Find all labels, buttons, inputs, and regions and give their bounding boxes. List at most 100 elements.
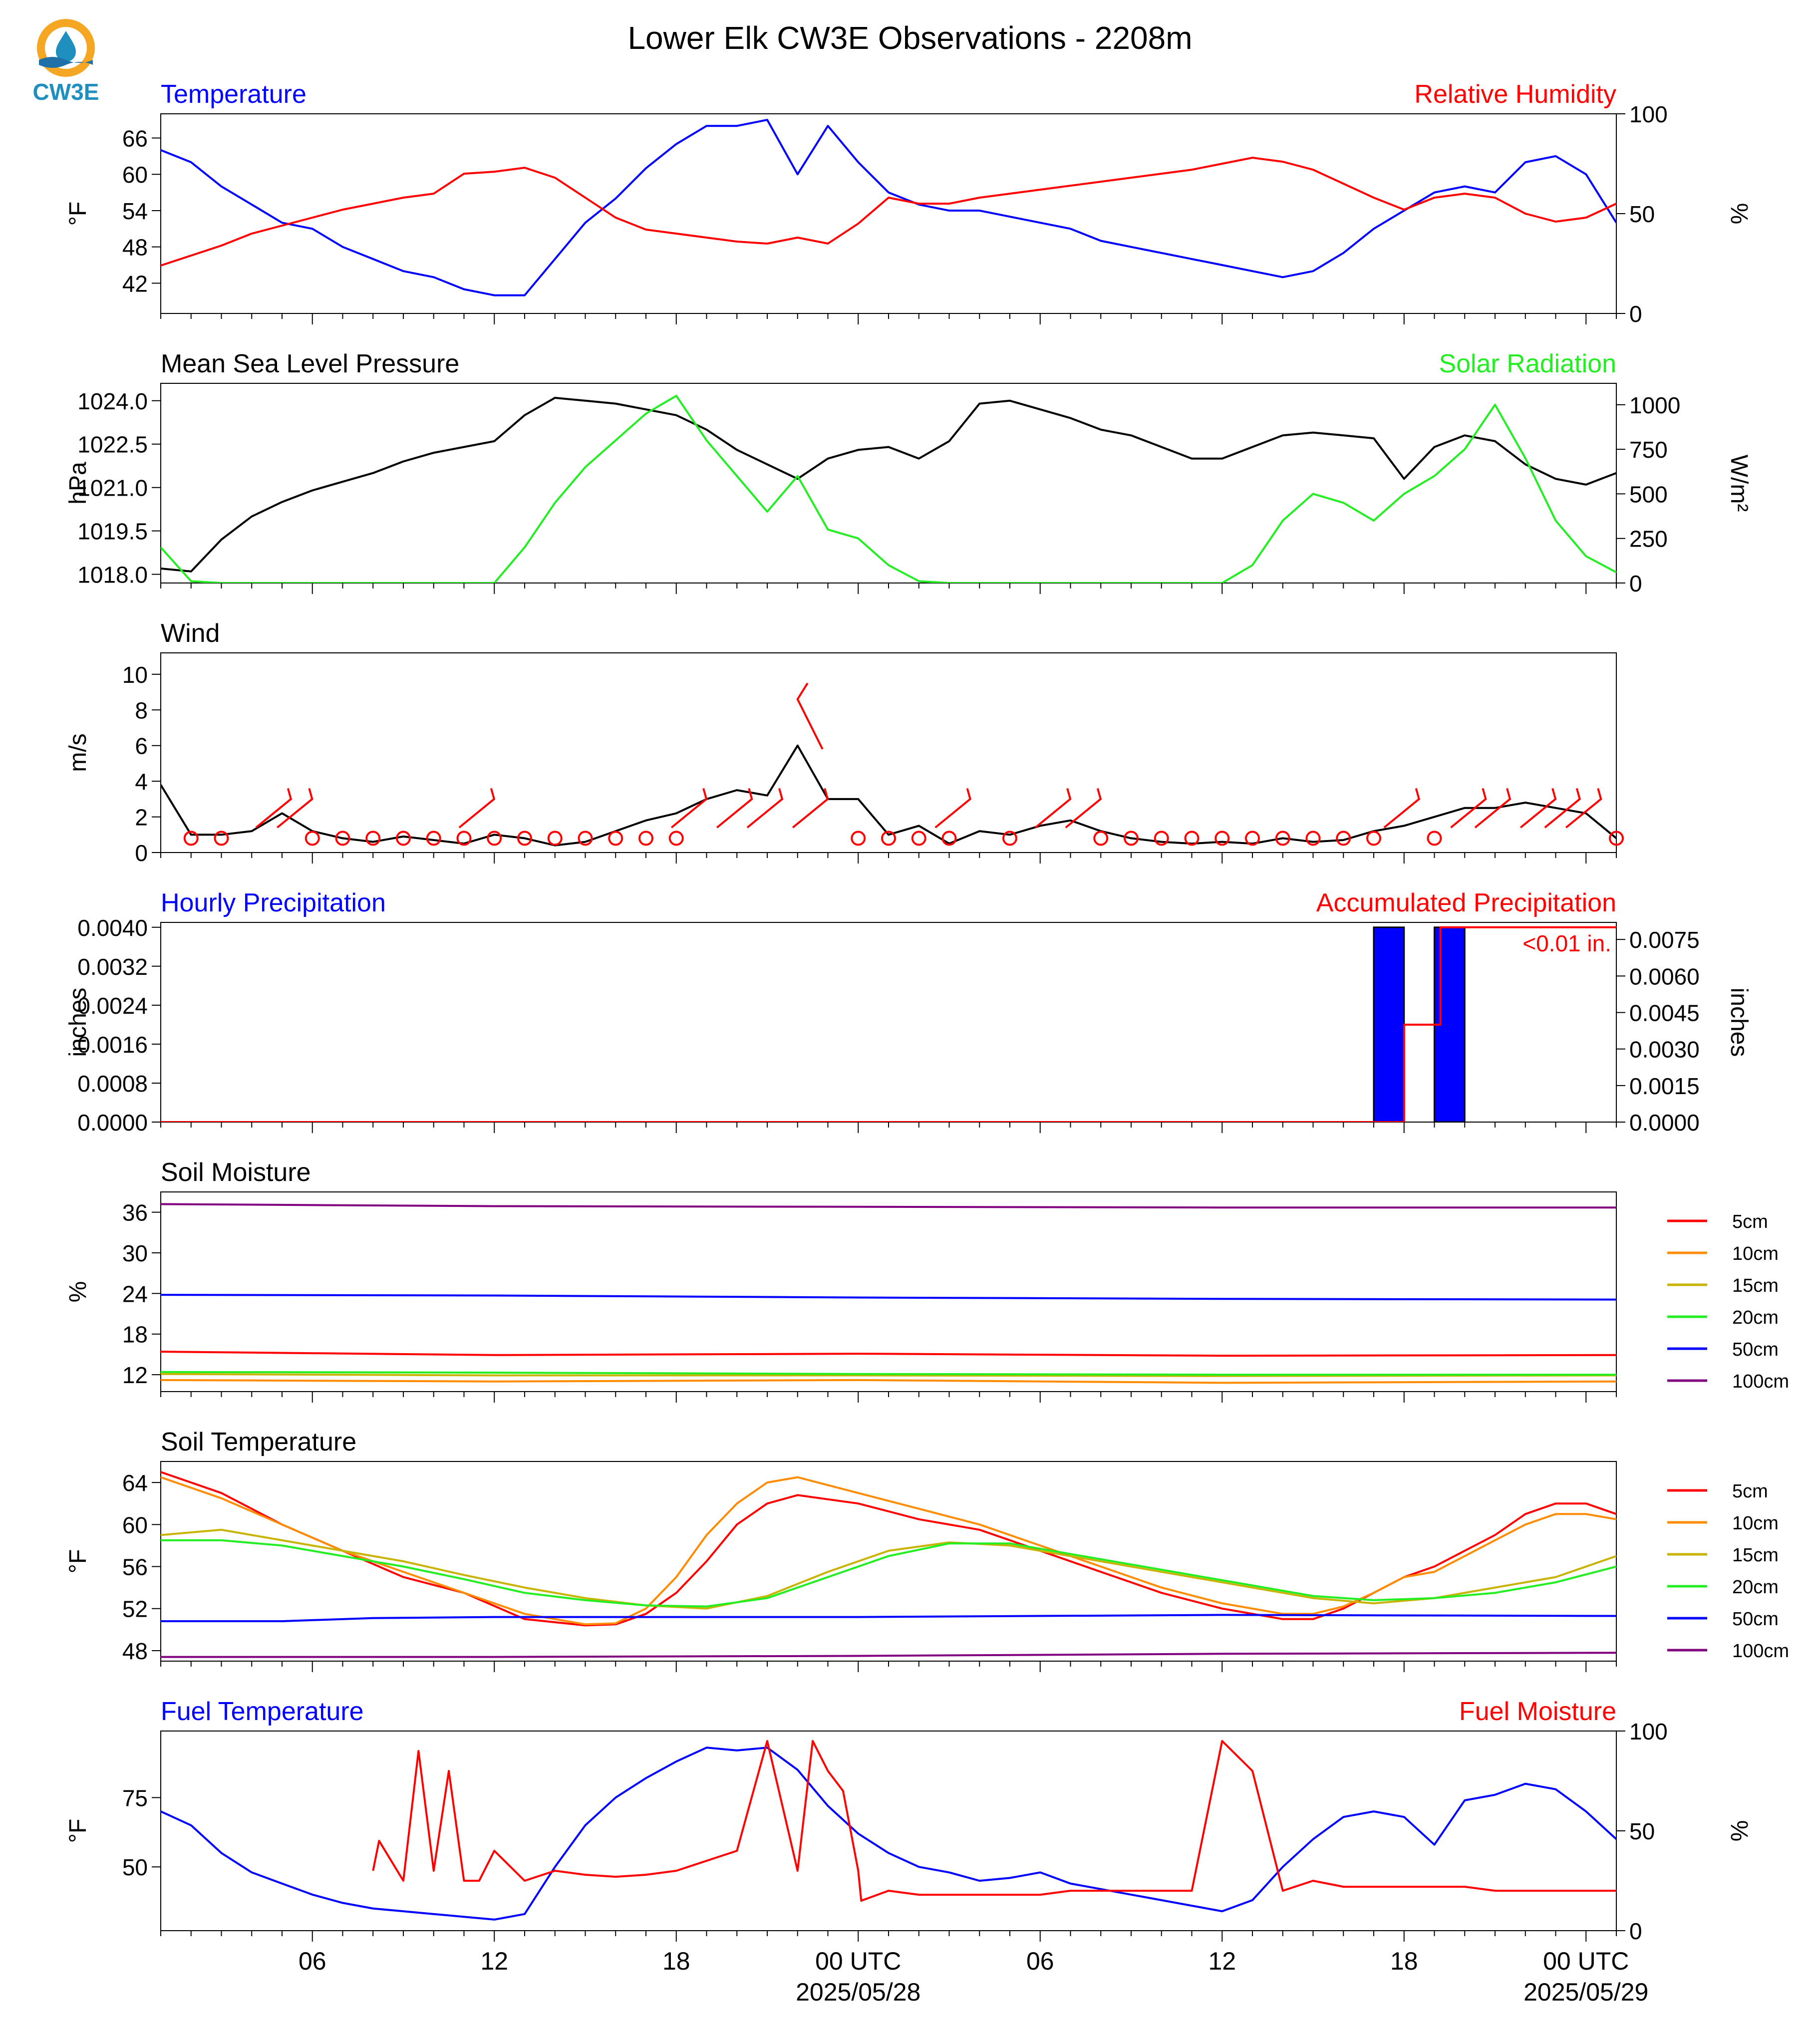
wind-barb	[746, 788, 784, 829]
x-tick-label: 06	[1026, 1947, 1054, 1975]
y-tick-label: 42	[122, 271, 148, 296]
y-tick-label: 60	[122, 1512, 148, 1538]
wind-barb	[1565, 788, 1602, 829]
calm-wind-circle	[396, 831, 411, 846]
y-tick-label: 52	[122, 1596, 148, 1622]
y-axis-label: °F	[65, 1549, 91, 1574]
wind-barb	[1383, 788, 1421, 829]
calm-wind-circle	[1336, 831, 1351, 846]
series-line-solar-radiation	[161, 395, 1616, 583]
y-tick-label: 64	[122, 1470, 148, 1496]
series-line-15cm	[161, 1528, 1616, 1610]
series-line-10cm	[161, 1379, 1616, 1384]
series-line-100cm	[161, 1652, 1616, 1658]
y-tick-label: 1024.0	[77, 388, 148, 414]
plot-frame	[160, 1461, 1617, 1662]
legend-label: 15cm	[1732, 1545, 1779, 1566]
panel-2: Mean Sea Level Pressure Solar Radiation hP…	[65, 349, 1752, 596]
series-line-accumulated-precipitation	[161, 926, 1616, 1122]
wind-barb	[1544, 788, 1581, 829]
y2-tick-label: 0.0075	[1629, 927, 1700, 953]
legend-label: 50cm	[1732, 1609, 1779, 1630]
series-line-50cm	[161, 1614, 1616, 1622]
y2-axis-label: inches	[1726, 988, 1752, 1057]
y-tick-label: 18	[122, 1322, 148, 1348]
panel-right-title: Fuel Moisture	[1459, 1697, 1616, 1726]
plot-frame	[160, 1191, 1617, 1392]
calm-wind-circle	[881, 831, 896, 846]
figure-title: Lower Elk CW3E Observations - 2208m	[627, 20, 1192, 56]
plot-frame	[160, 652, 1617, 853]
calm-wind-circle	[851, 831, 866, 846]
legend-label: 20cm	[1732, 1577, 1779, 1598]
calm-wind-circle	[1609, 831, 1624, 846]
calm-wind-circle	[1214, 831, 1230, 846]
series-line-fuel-moisture	[372, 1740, 1616, 1902]
series-group	[161, 1203, 1616, 1384]
series-line-100cm	[161, 1203, 1616, 1209]
logo-water-drop-icon	[56, 31, 76, 62]
y-tick-label: 1022.5	[77, 432, 148, 458]
series-group	[161, 1740, 1616, 1921]
y-tick-label: 0.0008	[77, 1071, 148, 1097]
y-tick-label: 30	[122, 1240, 148, 1266]
calm-wind-circle	[547, 831, 563, 846]
plot-frame	[160, 383, 1617, 583]
wind-barb	[716, 788, 753, 829]
y2-tick-label: 0.0015	[1629, 1073, 1700, 1099]
x-tick-label: 12	[480, 1947, 508, 1975]
panel-left-title: Fuel Temperature	[161, 1697, 364, 1726]
y-tick-label: 48	[122, 235, 148, 261]
legend-label: 10cm	[1732, 1513, 1779, 1534]
y-tick-label: 1021.0	[77, 475, 148, 501]
y2-axis-label: %	[1726, 1820, 1752, 1842]
y2-tick-label: 250	[1629, 526, 1668, 552]
calm-wind-circle	[365, 831, 381, 846]
y-axis-label: %	[65, 1281, 91, 1303]
wind-barb	[1034, 788, 1072, 829]
y-tick-label: 54	[122, 198, 148, 224]
y-tick-label: 10	[122, 662, 148, 688]
calm-wind-circle	[1184, 831, 1200, 846]
y-tick-label: 48	[122, 1638, 148, 1664]
calm-wind-circle	[1305, 831, 1321, 846]
series-line-20cm	[161, 1371, 1616, 1376]
series-line-relative-humidity	[161, 157, 1616, 267]
series-group	[161, 119, 1616, 296]
y-tick-label: 1019.5	[77, 519, 148, 545]
calm-wind-circle	[1124, 831, 1139, 846]
calm-wind-circle	[1245, 831, 1260, 846]
series-line-fuel-temperature	[161, 1746, 1616, 1921]
x-tick-label: 18	[1390, 1947, 1418, 1975]
y-tick-label: 60	[122, 162, 148, 188]
panel-left-title: Soil Temperature	[161, 1428, 356, 1456]
wind-barb	[792, 788, 829, 829]
calm-wind-circle	[426, 831, 441, 846]
y-tick-label: 0.0040	[77, 915, 148, 941]
calm-wind-circle	[668, 831, 684, 846]
plot-frame	[160, 1731, 1617, 1931]
y2-tick-label: 0.0030	[1629, 1037, 1700, 1063]
y-axis-label: hPa	[65, 462, 91, 505]
wind-barb	[1450, 788, 1487, 829]
x-date-label: 2025/05/29	[1523, 1978, 1648, 2006]
legend-label: 5cm	[1732, 1211, 1768, 1232]
series-line-mean-sea-level-pressure	[161, 397, 1616, 573]
y2-tick-label: 0	[1629, 301, 1642, 327]
panel-1: Temperature Relative Humidity °F 42 48 54 60 66…	[65, 80, 1752, 327]
cw3e-logo: CW3E	[33, 19, 99, 105]
x-date-label: 2025/05/28	[796, 1978, 920, 2006]
legend-label: 5cm	[1732, 1481, 1768, 1502]
calm-wind-circle	[1427, 831, 1442, 846]
series-group	[161, 395, 1616, 583]
series-line-10cm	[161, 1476, 1616, 1626]
series-line-wind	[161, 744, 1616, 847]
series-line-50cm	[161, 1294, 1616, 1301]
y2-tick-label: 50	[1629, 1818, 1655, 1844]
precip-bar	[1373, 926, 1405, 1122]
wind-barb	[796, 682, 824, 750]
y2-tick-label: 50	[1629, 201, 1655, 227]
legend-label: 15cm	[1732, 1275, 1779, 1296]
panel-left-title: Mean Sea Level Pressure	[161, 349, 459, 378]
calm-wind-circle	[1366, 831, 1381, 846]
